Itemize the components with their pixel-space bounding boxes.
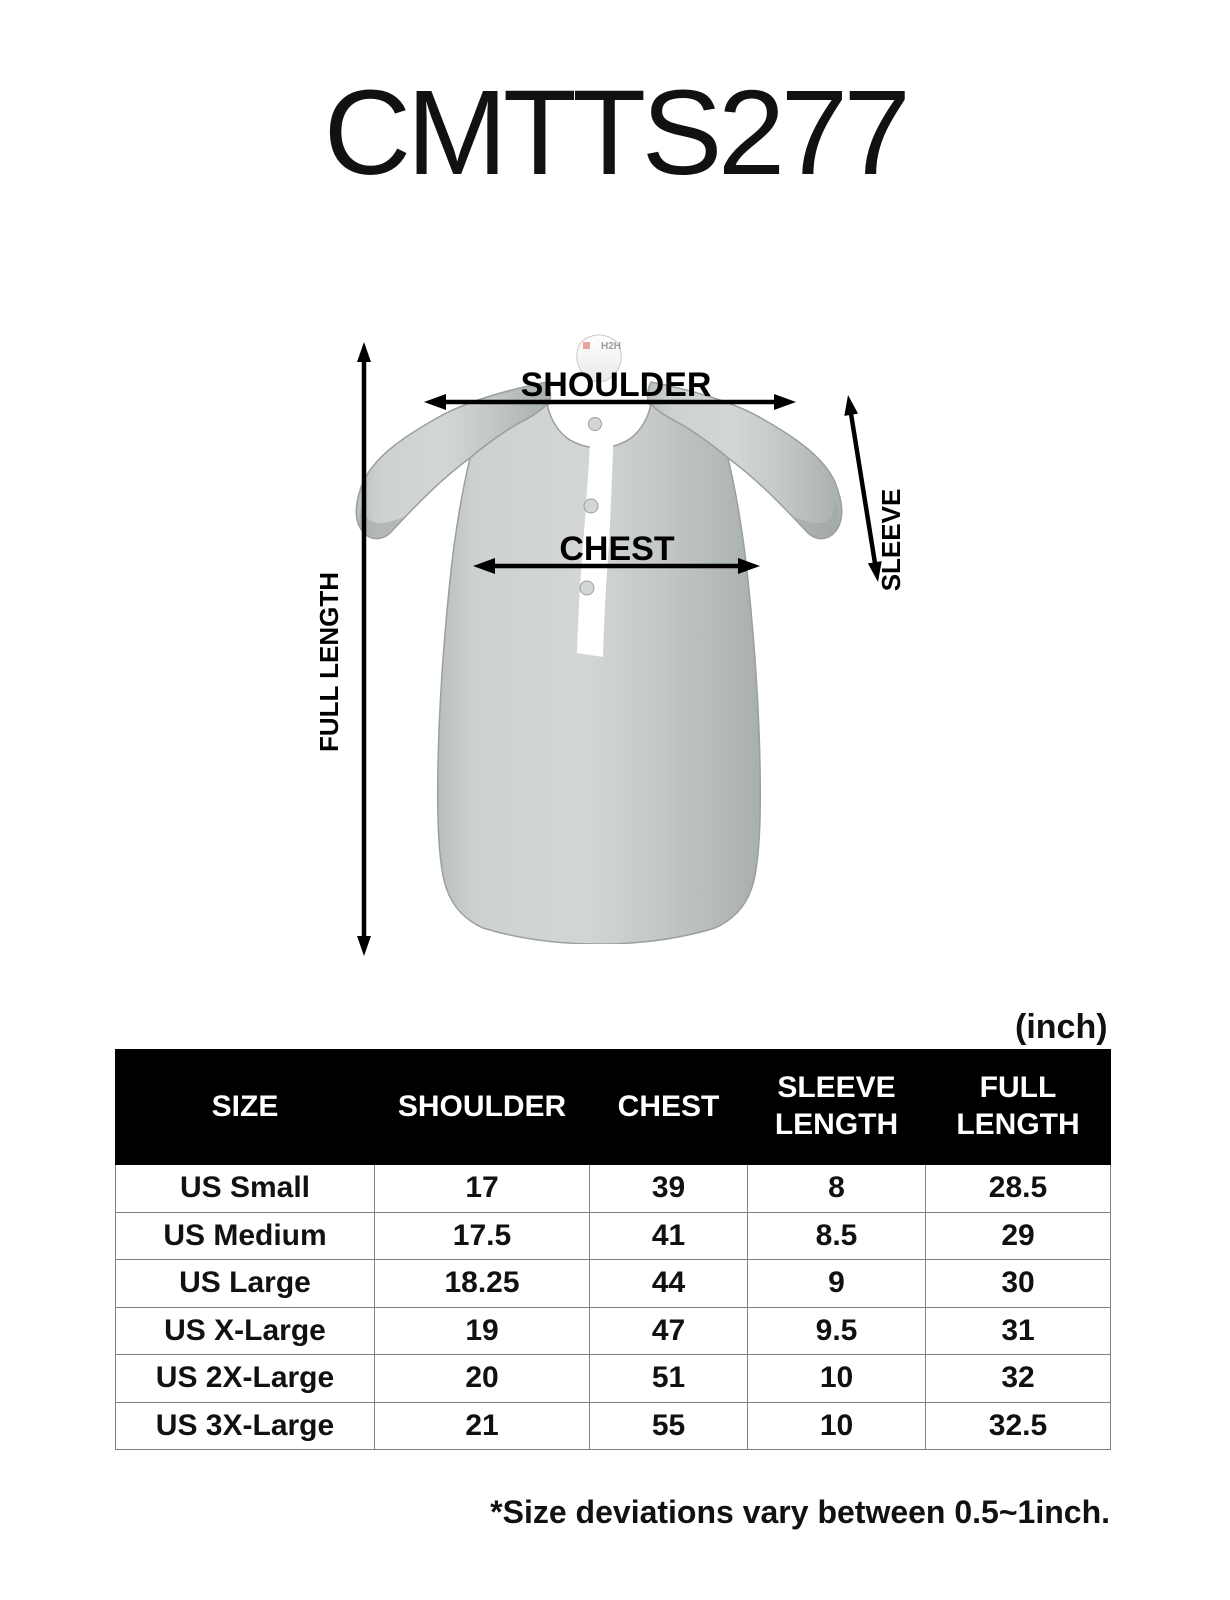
svg-text:CHEST: CHEST [559,530,674,568]
svg-text:SLEEVE: SLEEVE [876,489,906,592]
svg-text:FULL LENGTH: FULL LENGTH [314,572,344,752]
svg-text:SHOULDER: SHOULDER [521,366,712,404]
